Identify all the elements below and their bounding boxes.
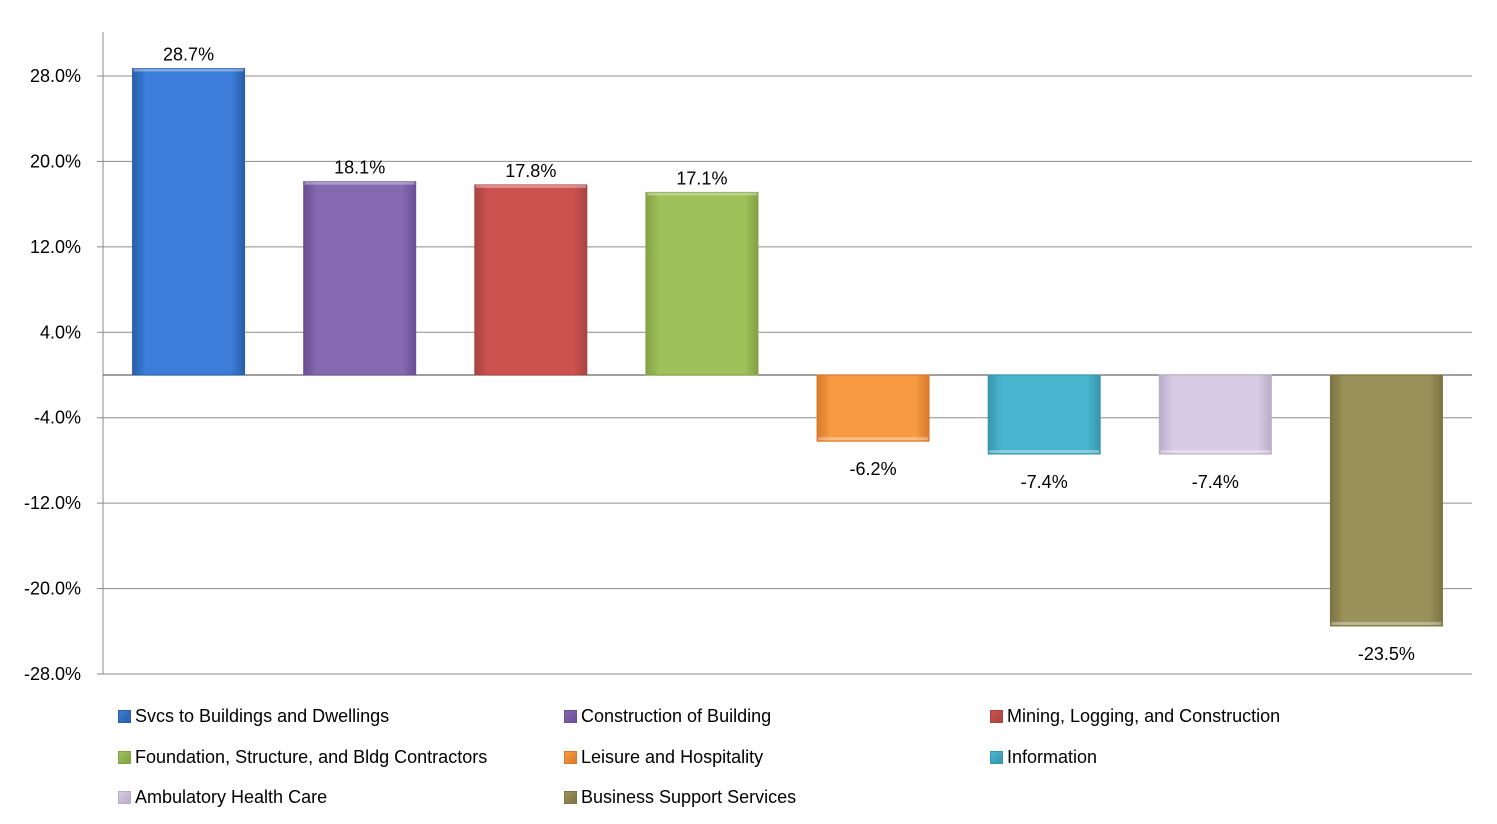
bar-bevel <box>475 184 586 188</box>
bar-bevel <box>646 192 757 196</box>
legend-label: Foundation, Structure, and Bldg Contract… <box>135 747 488 767</box>
bar-bevel <box>989 450 1100 454</box>
legend-item: Information <box>990 747 1097 768</box>
legend-label: Ambulatory Health Care <box>135 787 328 807</box>
legend-item: Mining, Logging, and Construction <box>990 706 1280 727</box>
legend: Svcs to Buildings and Dwellings Construct… <box>118 706 1478 816</box>
legend-swatch <box>118 751 131 764</box>
data-label: 17.8% <box>505 161 556 181</box>
legend-label: Svcs to Buildings and Dwellings <box>135 706 390 726</box>
bar <box>303 181 417 376</box>
data-label: 28.7% <box>163 45 214 65</box>
legend-label: Business Support Services <box>581 787 797 807</box>
bar <box>645 191 759 376</box>
legend-item: Business Support Services <box>564 787 796 808</box>
bar-bevel <box>133 68 244 72</box>
data-label: 18.1% <box>334 158 385 178</box>
y-tick-label: -28.0% <box>24 664 81 684</box>
data-label: -7.4% <box>1192 472 1239 492</box>
legend-swatch <box>990 710 1003 723</box>
legend-label: Leisure and Hospitality <box>581 747 764 767</box>
y-tick-label: -4.0% <box>34 408 81 428</box>
legend-item: Construction of Building <box>564 706 771 727</box>
legend-swatch <box>564 710 577 723</box>
legend-swatch <box>118 710 131 723</box>
legend-item: Svcs to Buildings and Dwellings <box>118 706 389 727</box>
bar <box>816 374 930 442</box>
bar-bevel <box>1160 450 1271 454</box>
legend-swatch <box>990 751 1003 764</box>
data-label: -7.4% <box>1021 472 1068 492</box>
bar <box>1329 374 1443 627</box>
y-tick-label: -20.0% <box>24 579 81 599</box>
legend-item: Foundation, Structure, and Bldg Contract… <box>118 747 487 768</box>
bar <box>474 184 588 376</box>
bar <box>132 68 246 376</box>
legend-label: Mining, Logging, and Construction <box>1007 706 1281 726</box>
y-tick-label: 28.0% <box>30 66 81 86</box>
legend-label: Construction of Building <box>581 706 772 726</box>
legend-swatch <box>564 791 577 804</box>
data-label: -6.2% <box>850 459 897 479</box>
legend-item: Leisure and Hospitality <box>564 747 763 768</box>
bar-bevel <box>1331 621 1442 625</box>
y-tick-label: -12.0% <box>24 493 81 513</box>
bar-bevel <box>818 437 929 441</box>
y-tick-label: 4.0% <box>40 322 81 342</box>
bar <box>1158 374 1272 455</box>
legend-label: Information <box>1007 747 1098 767</box>
bar <box>987 374 1101 455</box>
y-tick-label: 20.0% <box>30 151 81 171</box>
legend-item: Ambulatory Health Care <box>118 787 327 808</box>
bar-bevel <box>304 181 415 185</box>
data-label: -23.5% <box>1358 644 1415 664</box>
legend-swatch <box>564 751 577 764</box>
data-label: 17.1% <box>676 168 727 188</box>
legend-swatch <box>118 791 131 804</box>
y-tick-label: 12.0% <box>30 237 81 257</box>
